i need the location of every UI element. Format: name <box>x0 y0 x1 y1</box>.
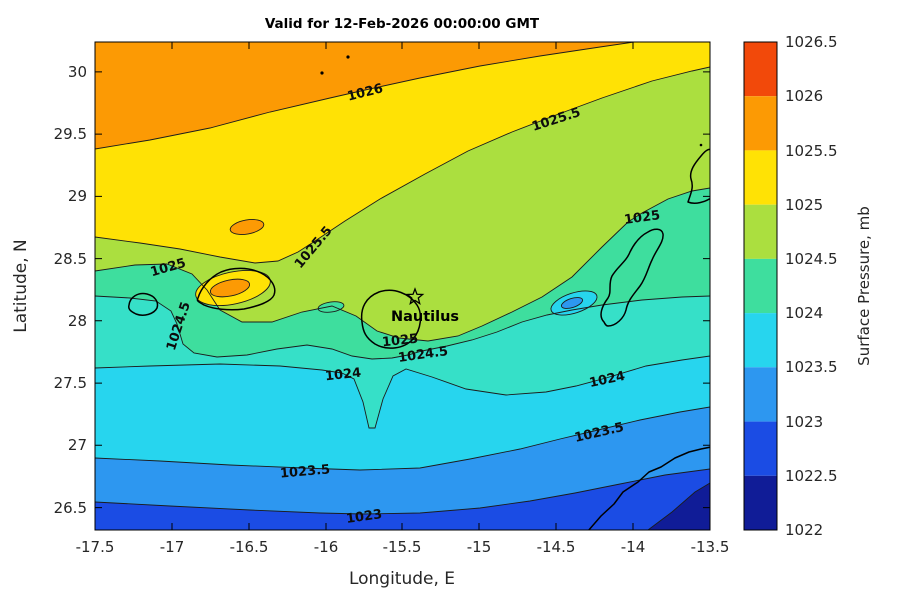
contour-label-1025-c: 1025 <box>381 332 419 351</box>
y-tick-1: 27 <box>68 436 87 454</box>
y-tick-7: 30 <box>68 63 87 81</box>
x-tick-1: -17 <box>160 538 185 556</box>
station-name: Nautilus <box>391 309 459 325</box>
y-tick-6: 29.5 <box>54 125 87 143</box>
x-tick-7: -14 <box>621 538 646 556</box>
station-marker-group: Nautilus <box>391 287 459 325</box>
contour-line-1023-5 <box>95 406 710 471</box>
y-axis-label: Latitude, N <box>11 239 31 333</box>
closed-high-1026-tenerife <box>209 278 251 298</box>
contour-lines <box>95 42 710 530</box>
colorbar-band-0 <box>744 42 777 97</box>
la-gomera-coastline <box>128 292 159 316</box>
zone-above-1026 <box>95 42 634 149</box>
colorbar-band-7 <box>744 421 777 476</box>
x-tick-labels: -17.5 -17 -16.5 -16 -15.5 -15 -14.5 -14 … <box>76 538 730 556</box>
contour-line-1024-5 <box>95 295 710 360</box>
contour-label-1024-a: 1024 <box>324 366 362 385</box>
y-tick-0: 26.5 <box>54 499 87 517</box>
colorbar-band-3 <box>744 204 777 259</box>
colorbar-tick-1: 1026 <box>785 87 823 105</box>
lanzarote-coastline <box>687 148 710 204</box>
y-tick-labels: 26.5 27 27.5 28 28.5 29 29.5 30 <box>54 63 87 517</box>
colorbar-tick-0: 1026.5 <box>785 33 838 51</box>
islet-dot-3 <box>699 143 703 147</box>
tenerife-coastline <box>196 267 276 311</box>
closed-high-1026-north <box>229 219 265 235</box>
contour-label-1023-5-a: 1023.5 <box>279 462 330 481</box>
x-tick-2: -16.5 <box>230 538 269 556</box>
colorbar-tick-6: 1023.5 <box>785 358 838 376</box>
colorbar-tick-3: 1025 <box>785 196 823 214</box>
colorbar-band-8 <box>744 475 777 530</box>
contour-label-1024-5-b: 1024.5 <box>397 344 449 366</box>
x-tick-0: -17.5 <box>76 538 115 556</box>
x-tick-8: -13.5 <box>691 538 730 556</box>
colorbar-tick-8: 1022.5 <box>785 467 838 485</box>
contour-label-1023: 1023 <box>345 507 383 527</box>
africa-coastline <box>587 446 710 530</box>
colorbar: 1026.5 1026 1025.5 1025 1024.5 1024 1023… <box>743 33 873 539</box>
y-axis-ticks <box>95 71 710 509</box>
fuerteventura-coastline <box>600 228 664 327</box>
colorbar-band-4 <box>744 258 777 314</box>
colorbar-tick-9: 1022 <box>785 521 823 539</box>
contour-line-1023 <box>95 468 710 515</box>
contour-fill-zones <box>95 42 710 530</box>
colorbar-band-2 <box>744 150 777 205</box>
station-star-icon <box>405 287 425 305</box>
colorbar-tick-2: 1025.5 <box>785 142 838 160</box>
y-tick-4: 28.5 <box>54 250 87 268</box>
colorbar-band-1 <box>744 96 777 151</box>
closed-low-inner <box>560 297 584 309</box>
contour-line-1025-5 <box>95 66 710 264</box>
x-tick-4: -15.5 <box>383 538 422 556</box>
x-axis-label: Longitude, E <box>349 569 455 589</box>
colorbar-band-5 <box>744 313 777 368</box>
colorbar-band-6 <box>744 367 777 422</box>
y-tick-5: 29 <box>68 187 87 205</box>
colorbar-tick-5: 1024 <box>785 304 823 322</box>
colorbar-tick-4: 1024.5 <box>785 250 838 268</box>
contour-line-1026 <box>95 42 635 150</box>
y-tick-3: 28 <box>68 312 87 330</box>
islet-dot-2 <box>346 55 350 59</box>
x-tick-5: -15 <box>467 538 492 556</box>
y-tick-2: 27.5 <box>54 374 87 392</box>
contour-line-1025 <box>95 187 710 342</box>
x-tick-6: -14.5 <box>537 538 576 556</box>
figure-title: Valid for 12-Feb-2026 00:00:00 GMT <box>265 16 540 32</box>
contour-line-1024 <box>95 355 710 429</box>
gran-canaria-coastline <box>360 289 422 349</box>
contour-label-1024-b: 1024 <box>588 369 627 391</box>
islet-dot-1 <box>320 71 324 75</box>
coastlines <box>128 55 710 530</box>
x-tick-3: -16 <box>314 538 339 556</box>
colorbar-axis-label: Surface Pressure, mb <box>855 206 873 366</box>
contour-label-1025-b: 1025 <box>623 208 661 228</box>
contour-line-1022-5 <box>647 482 710 530</box>
colorbar-tick-7: 1023 <box>785 413 823 431</box>
x-axis-ticks <box>94 42 711 530</box>
colorbar-frame <box>743 41 778 531</box>
